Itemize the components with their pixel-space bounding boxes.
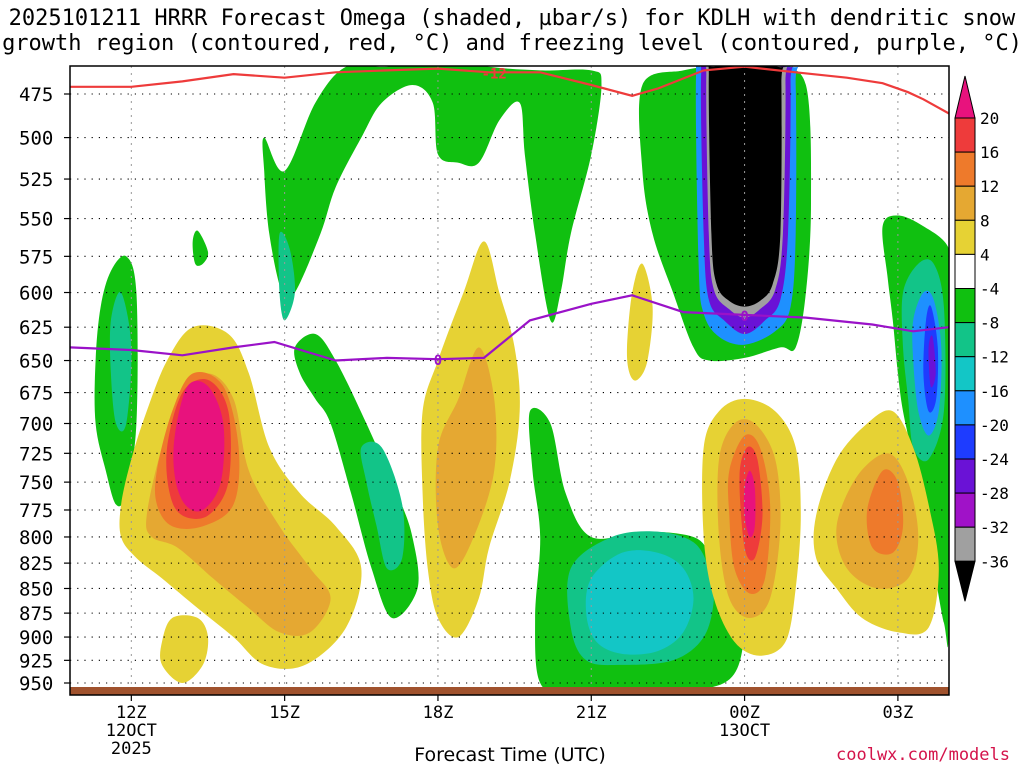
plot-frame xyxy=(69,65,950,696)
freezing-label-00z: 0 xyxy=(740,309,748,325)
ytick-label-550: 550 xyxy=(19,209,53,231)
ytick-label-650: 650 xyxy=(19,351,53,373)
colorbar-swatch-11 xyxy=(954,492,976,528)
colorbar-bottom-arrow xyxy=(954,560,976,602)
colorbar-swatch-3 xyxy=(954,219,976,255)
ytick-label-925: 925 xyxy=(19,650,53,672)
ytick-label-600: 600 xyxy=(19,283,53,305)
omega-green-speck xyxy=(192,230,209,266)
omega-orange-right xyxy=(866,469,904,555)
colorbar-label-8: -16 xyxy=(980,382,1009,401)
xtick-date-00Z: 13OCT xyxy=(719,721,770,741)
xtick-date-12Z: 12OCT xyxy=(106,721,157,741)
ytick-label-775: 775 xyxy=(19,500,53,522)
omega-cyan-bottom xyxy=(585,550,694,655)
colorbar-label-4: 4 xyxy=(980,245,990,264)
colorbar-swatch-10 xyxy=(954,458,976,494)
ground-strip xyxy=(70,687,949,695)
colorbar-swatch-6 xyxy=(954,322,976,358)
colorbar-top-arrow xyxy=(954,75,976,119)
ytick-label-700: 700 xyxy=(19,414,53,436)
ytick-label-950: 950 xyxy=(19,673,53,695)
xtick-label-15Z: 15Z xyxy=(269,703,300,723)
omega-yellow-speck xyxy=(160,615,209,683)
colorbar-swatch-2 xyxy=(954,185,976,221)
xtick-label-12Z: 12Z xyxy=(116,703,147,723)
colorbar-swatch-1 xyxy=(954,151,976,187)
ytick-label-525: 525 xyxy=(19,169,53,191)
colorbar-swatch-5 xyxy=(954,288,976,324)
freezing-level-line xyxy=(70,294,949,362)
credit-link[interactable]: coolwx.com/models xyxy=(836,745,1010,765)
omega-teal-left xyxy=(109,291,132,432)
xtick-label-00Z: 00Z xyxy=(729,703,760,723)
freezing-label-18z: 0 xyxy=(434,353,442,369)
omega-pink-00z xyxy=(743,470,756,538)
colorbar-label-3: 8 xyxy=(980,211,990,230)
ytick-label-850: 850 xyxy=(19,578,53,600)
omega-amber-mid xyxy=(435,347,497,569)
colorbar-label-7: -12 xyxy=(980,348,1009,367)
omega-teal-upper xyxy=(278,231,296,321)
colorbar-label-11: -28 xyxy=(980,484,1009,503)
freezing-label-18z-text: 0 xyxy=(434,353,442,369)
colorbar-label-10: -24 xyxy=(980,450,1009,469)
ytick-label-675: 675 xyxy=(19,383,53,405)
colorbar-label-1: 16 xyxy=(980,143,999,162)
xtick-year-12Z: 2025 xyxy=(111,739,152,759)
ytick-label-475: 475 xyxy=(19,84,53,106)
omega-purple-right xyxy=(928,335,936,388)
xtick-label-21Z: 21Z xyxy=(576,703,607,723)
dgz-label: -12 xyxy=(482,66,507,82)
ytick-label-575: 575 xyxy=(19,246,53,268)
colorbar-label-5: -4 xyxy=(980,280,999,299)
colorbar-label-13: -36 xyxy=(980,552,1009,571)
omega-yellow-thin xyxy=(626,263,653,381)
omega-black-core xyxy=(708,66,784,307)
omega-teal-mid xyxy=(360,441,405,571)
colorbar-label-0: 20 xyxy=(980,109,999,128)
colorbar-label-6: -8 xyxy=(980,314,999,333)
colorbar-swatch-12 xyxy=(954,526,976,562)
colorbar-swatch-0 xyxy=(954,117,976,153)
colorbar-swatch-7 xyxy=(954,356,976,392)
ytick-label-625: 625 xyxy=(19,317,53,339)
colorbar-swatch-8 xyxy=(954,390,976,426)
ytick-label-725: 725 xyxy=(19,443,53,465)
ytick-label-500: 500 xyxy=(19,128,53,150)
chart-title-line1: 2025101211 HRRR Forecast Omega (shaded, … xyxy=(8,6,1016,31)
omega-pink-left xyxy=(173,380,225,512)
dgz-minus12-line xyxy=(70,66,949,115)
omega-green-upper xyxy=(262,66,602,323)
ytick-label-750: 750 xyxy=(19,472,53,494)
xtick-label-18Z: 18Z xyxy=(423,703,454,723)
ytick-label-875: 875 xyxy=(19,603,53,625)
colorbar-swatch-9 xyxy=(954,424,976,460)
chart-title-line2: growth region (contoured, red, °C) and f… xyxy=(2,31,1022,56)
xtick-label-03Z: 03Z xyxy=(883,703,914,723)
freezing-label-00z-text: 0 xyxy=(740,309,748,325)
colorbar-label-2: 12 xyxy=(980,177,999,196)
ytick-label-900: 900 xyxy=(19,627,53,649)
colorbar-swatch-4 xyxy=(954,253,976,289)
dgz-label-text: -12 xyxy=(482,66,507,82)
colorbar-label-9: -20 xyxy=(980,416,1009,435)
ytick-label-800: 800 xyxy=(19,527,53,549)
ytick-label-825: 825 xyxy=(19,553,53,575)
x-axis-label: Forecast Time (UTC) xyxy=(414,744,606,766)
colorbar-label-12: -32 xyxy=(980,518,1009,537)
